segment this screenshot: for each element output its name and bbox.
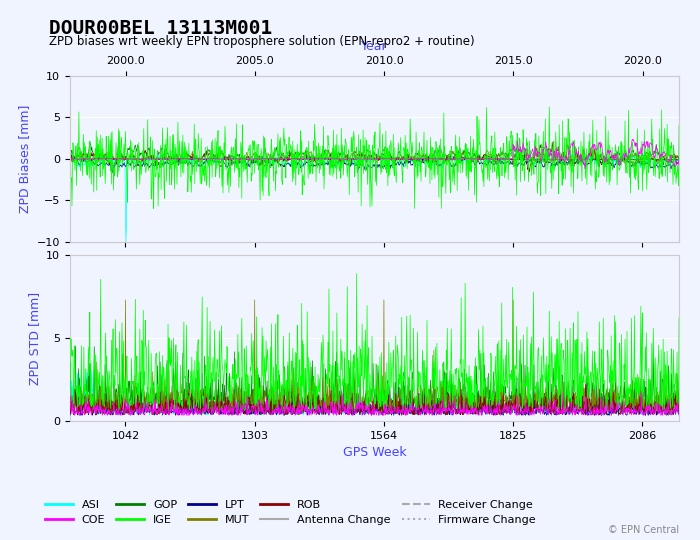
Text: © EPN Central: © EPN Central xyxy=(608,524,679,535)
X-axis label: GPS Week: GPS Week xyxy=(343,447,406,460)
Text: ZPD biases wrt weekly EPN troposphere solution (EPN-repro2 + routine): ZPD biases wrt weekly EPN troposphere so… xyxy=(49,35,475,48)
Y-axis label: ZPD Biases [mm]: ZPD Biases [mm] xyxy=(18,104,32,213)
Y-axis label: ZPD STD [mm]: ZPD STD [mm] xyxy=(28,292,41,384)
Legend: ASI, COE, GOP, IGE, LPT, MUT, ROB, Antenna Change, Receiver Change, Firmware Cha: ASI, COE, GOP, IGE, LPT, MUT, ROB, Anten… xyxy=(41,496,540,529)
X-axis label: Year: Year xyxy=(361,40,388,53)
Text: DOUR00BEL 13113M001: DOUR00BEL 13113M001 xyxy=(49,19,272,38)
